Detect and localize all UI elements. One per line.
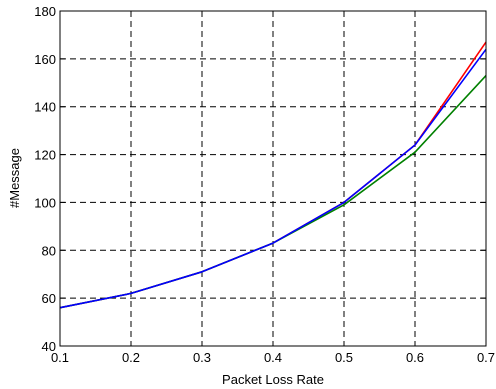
y-tick-label: 120 xyxy=(34,148,56,163)
x-tick-label: 0.7 xyxy=(477,350,495,365)
y-tick-label: 40 xyxy=(42,339,56,354)
grid xyxy=(60,11,486,346)
x-tick-labels: 0.1 0.2 0.3 0.4 0.5 0.6 0.7 xyxy=(51,350,495,365)
y-tick-label: 180 xyxy=(34,4,56,19)
y-tick-label: 80 xyxy=(42,243,56,258)
y-tick-label: 100 xyxy=(34,195,56,210)
x-tick-label: 0.5 xyxy=(335,350,353,365)
x-tick-label: 0.4 xyxy=(264,350,282,365)
series-line-3 xyxy=(59,48,487,309)
y-tick-label: 60 xyxy=(42,291,56,306)
x-tick-label: 0.3 xyxy=(193,350,211,365)
x-axis-title: Packet Loss Rate xyxy=(222,372,324,387)
y-axis-title: #Message xyxy=(7,148,22,208)
x-tick-label: 0.6 xyxy=(406,350,424,365)
y-tick-label: 140 xyxy=(34,100,56,115)
tick-marks xyxy=(59,10,487,347)
x-tick-label: 0.2 xyxy=(122,350,140,365)
y-tick-labels: 40 60 80 100 120 140 160 180 xyxy=(34,4,56,354)
x-tick-label: 0.1 xyxy=(51,350,69,365)
series-group xyxy=(59,41,487,309)
y-tick-label: 160 xyxy=(34,52,56,67)
